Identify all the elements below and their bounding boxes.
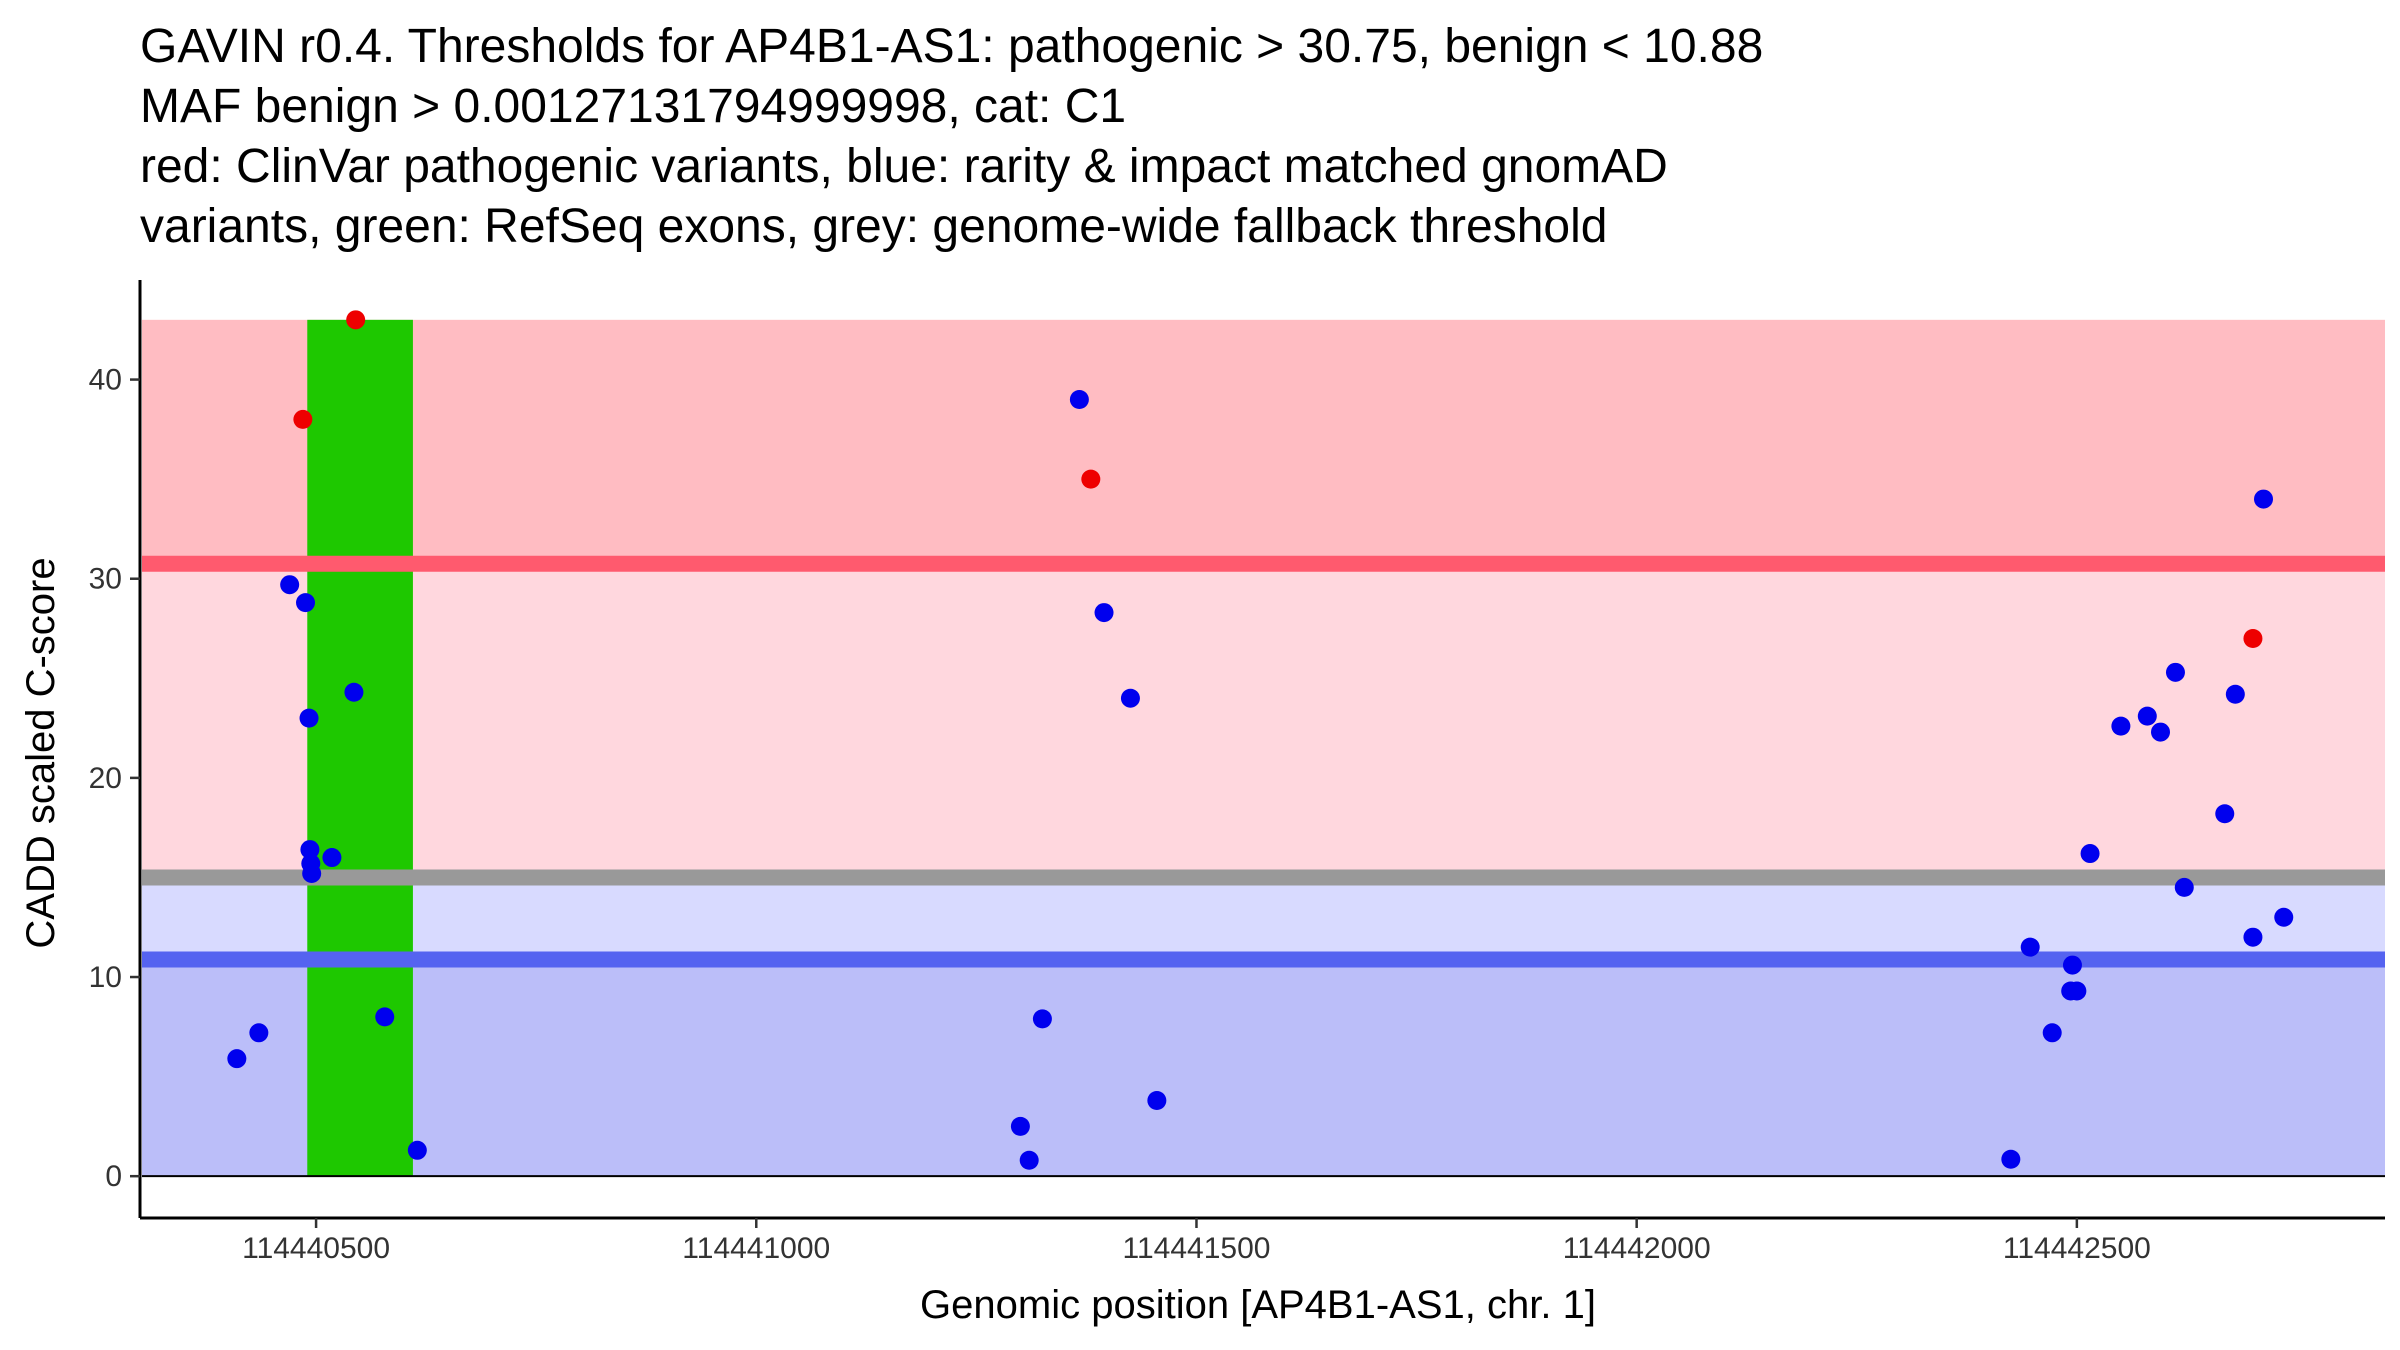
x-tick-label: 114441000	[682, 1232, 830, 1265]
title-line-1: GAVIN r0.4. Thresholds for AP4B1-AS1: pa…	[140, 20, 1763, 73]
gnomad-variant-point	[2080, 844, 2100, 864]
gnomad-variant-point	[280, 575, 300, 595]
x-axis-title: Genomic position [AP4B1-AS1, chr. 1]	[920, 1283, 1596, 1327]
x-tick-label: 114441500	[1123, 1232, 1271, 1265]
threshold-lines	[142, 555, 2385, 968]
gnomad-variant-point	[2020, 937, 2040, 957]
gnomad-variant-point	[300, 840, 320, 860]
title-line-3: red: ClinVar pathogenic variants, blue: …	[140, 140, 1668, 193]
gnomad-variant-point	[1019, 1150, 1039, 1170]
x-tick-label: 114442000	[1563, 1232, 1711, 1265]
gnomad-variant-point	[2137, 706, 2157, 726]
gnomad-variant-point	[375, 1007, 395, 1027]
gnomad-variant-point	[1069, 389, 1089, 409]
gnomad-variant-point	[322, 848, 342, 868]
exon-bar	[307, 319, 413, 1177]
gnomad-variant-point	[2067, 981, 2087, 1001]
gnomad-variant-point	[296, 593, 316, 613]
gnomad-variant-point	[2215, 804, 2235, 824]
y-tick-label: 0	[105, 1160, 122, 1193]
x-tick-label: 114442500	[2003, 1232, 2151, 1265]
gnomad-variant-point	[249, 1023, 269, 1043]
gnomad-variant-point	[2042, 1023, 2062, 1043]
gnomad-variant-point	[299, 708, 319, 728]
gnomad-variant-point	[2254, 489, 2274, 509]
gnomad-variant-point	[2174, 877, 2194, 897]
gnomad-variant-point	[1147, 1091, 1167, 1111]
pathogenic-variant-point	[2243, 628, 2263, 648]
gnomad-variant-point	[302, 863, 322, 883]
gnomad-variant-point	[1032, 1009, 1052, 1029]
gnomad-variant-point	[2274, 907, 2294, 927]
pathogenic-variant-point	[346, 310, 366, 330]
uncertain-upper-zone	[142, 563, 2385, 878]
variant-points	[227, 310, 2294, 1170]
y-tick-label: 10	[89, 961, 122, 994]
gnomad-variant-point	[2001, 1149, 2021, 1169]
gnomad-variant-point	[1010, 1116, 1030, 1136]
gnomad-variant-point	[2151, 722, 2170, 742]
gnomad-variant-point	[2243, 927, 2263, 947]
pathogenic-variant-point	[293, 409, 313, 429]
gnomad-variant-point	[344, 682, 364, 702]
benign-zone	[142, 959, 2385, 1177]
gnomad-variant-point	[2062, 955, 2082, 975]
y-tick-label: 40	[89, 364, 122, 397]
y-tick-label: 20	[89, 762, 122, 795]
exon-bars	[307, 319, 413, 1177]
y-axis-title: CADD scaled C-score	[19, 557, 63, 948]
threshold-regions	[142, 319, 2385, 1177]
chart-title: GAVIN r0.4. Thresholds for AP4B1-AS1: pa…	[140, 20, 1763, 253]
gnomad-variant-point	[1094, 603, 1114, 623]
gnomad-variant-point	[2111, 716, 2131, 736]
x-tick-label: 114440500	[242, 1232, 390, 1265]
gnomad-variant-point	[2225, 684, 2245, 704]
gnomad-variant-point	[1120, 688, 1140, 708]
pathogenic-variant-point	[1081, 469, 1101, 489]
gnomad-variant-point	[2165, 662, 2185, 682]
pathogenic-zone	[142, 319, 2385, 564]
gnomad-variant-point	[407, 1140, 427, 1160]
axes: 114440500 114441000 114441500 114442000 1144…	[89, 280, 2385, 1265]
gnomad-variant-point	[227, 1049, 247, 1069]
y-tick-label: 30	[89, 563, 122, 596]
title-line-4: variants, green: RefSeq exons, grey: gen…	[140, 200, 1607, 253]
uncertain-lower-zone	[142, 877, 2385, 960]
title-line-2: MAF benign > 0.00127131794999998, cat: C…	[140, 80, 1126, 133]
